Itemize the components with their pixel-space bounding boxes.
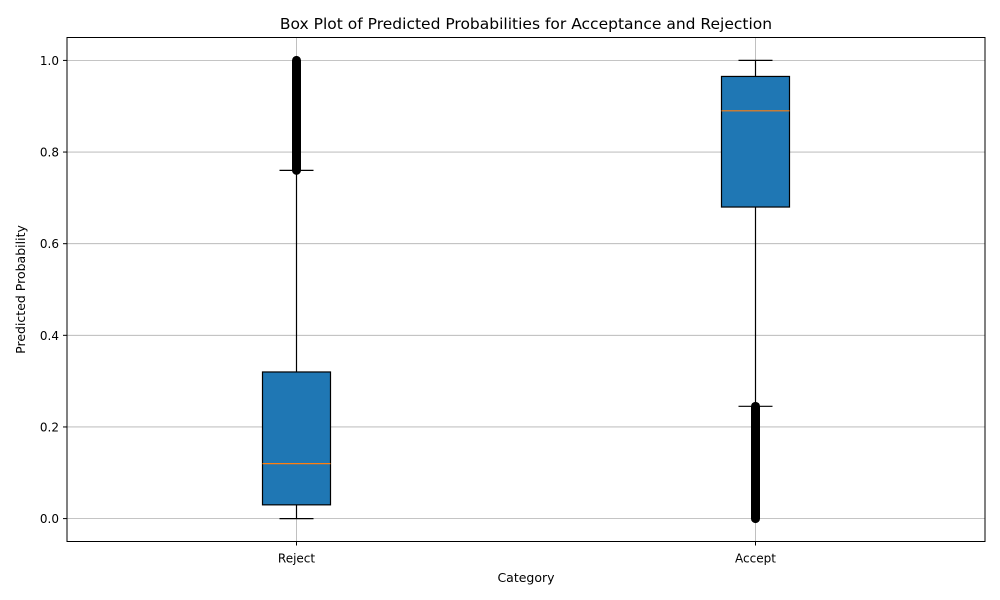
iqr-box bbox=[720, 75, 791, 208]
boxes bbox=[261, 55, 791, 524]
plot-frame bbox=[66, 37, 986, 542]
x-axis-label: Category bbox=[497, 570, 555, 585]
y-axis-label: Predicted Probability bbox=[13, 225, 28, 354]
x-tick-label: Reject bbox=[278, 552, 315, 566]
box-reject bbox=[261, 55, 332, 520]
y-tick-label: 0.0 bbox=[40, 512, 59, 526]
x-tick-label: Accept bbox=[735, 552, 776, 566]
chart-title: Box Plot of Predicted Probabilities for … bbox=[280, 15, 772, 33]
gridlines bbox=[67, 37, 985, 542]
iqr-box bbox=[261, 371, 332, 506]
y-tick-label: 0.2 bbox=[40, 420, 59, 434]
y-tick-label: 0.4 bbox=[40, 329, 59, 343]
y-tick-label: 1.0 bbox=[40, 54, 59, 68]
ticks: 0.0 0.2 0.4 0.6 0.8 1.0 Reject Accept bbox=[40, 54, 776, 566]
y-tick-label: 0.6 bbox=[40, 237, 59, 251]
box-accept bbox=[720, 59, 791, 524]
y-tick-label: 0.8 bbox=[40, 146, 59, 160]
